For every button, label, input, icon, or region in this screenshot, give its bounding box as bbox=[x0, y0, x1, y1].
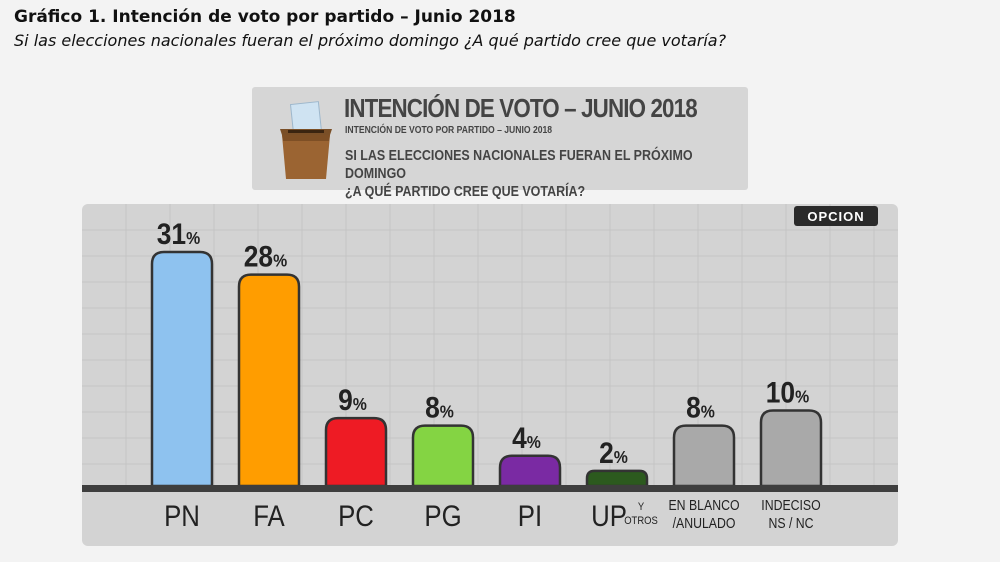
category-label-fa: FA bbox=[253, 499, 285, 532]
bar-up bbox=[585, 469, 649, 488]
document-title: Gráfico 1. Intención de voto por partido… bbox=[14, 7, 516, 27]
bar-pi bbox=[498, 454, 562, 488]
header-question: SI LAS ELECCIONES NACIONALES FUERAN EL P… bbox=[345, 147, 749, 201]
ballot-box-icon bbox=[280, 101, 332, 179]
bar-pc bbox=[324, 416, 388, 488]
chart-header-panel: INTENCIÓN DE VOTO – JUNIO 2018 INTENCIÓN… bbox=[252, 87, 748, 200]
value-label-up: 2% bbox=[599, 435, 628, 469]
value-label-pi: 4% bbox=[512, 420, 541, 454]
header-subtitle: INTENCIÓN DE VOTO POR PARTIDO – JUNIO 20… bbox=[345, 125, 553, 136]
bar-chart: 31% PN 28% FA 9% PC 8% PG 4% PI 2% UP Y OTROS 8% EN BLA… bbox=[82, 204, 898, 532]
bar-indeciso bbox=[759, 409, 823, 488]
bar-pg bbox=[411, 424, 475, 488]
bar-blanco bbox=[672, 424, 736, 488]
category-label-pi: PI bbox=[518, 499, 542, 532]
value-label-indeciso: 10% bbox=[766, 375, 809, 409]
value-label-pn: 31% bbox=[157, 216, 200, 250]
baseline bbox=[82, 485, 898, 492]
category-label-blanco: /ANULADO bbox=[673, 515, 736, 531]
value-label-fa: 28% bbox=[244, 239, 287, 273]
category-label-indeciso: NS / NC bbox=[768, 515, 813, 531]
category-label-up: UP bbox=[591, 499, 627, 532]
category-label-extra: Y bbox=[638, 501, 644, 513]
category-label-indeciso: INDECISO bbox=[761, 497, 820, 513]
bar-pn bbox=[150, 250, 214, 488]
opcion-logo: OPCION bbox=[794, 206, 878, 226]
header-title: INTENCIÓN DE VOTO – JUNIO 2018 bbox=[344, 93, 698, 123]
category-label-pg: PG bbox=[424, 499, 461, 532]
header-question-line1: SI LAS ELECCIONES NACIONALES FUERAN EL P… bbox=[345, 148, 693, 182]
category-label-extra: OTROS bbox=[624, 515, 658, 527]
document-subtitle: Si las elecciones nacionales fueran el p… bbox=[14, 31, 727, 50]
category-label-pn: PN bbox=[164, 499, 200, 532]
category-label-pc: PC bbox=[338, 499, 374, 532]
value-label-blanco: 8% bbox=[686, 390, 715, 424]
category-label-blanco: EN BLANCO bbox=[668, 497, 739, 513]
chart-panel: 31% PN 28% FA 9% PC 8% PG 4% PI 2% UP Y OTROS 8% EN BLA… bbox=[82, 204, 898, 546]
value-label-pc: 9% bbox=[338, 382, 367, 416]
bar-fa bbox=[237, 273, 301, 488]
header-question-line2: ¿A QUÉ PARTIDO CREE QUE VOTARÍA? bbox=[345, 184, 586, 200]
value-label-pg: 8% bbox=[425, 390, 454, 424]
